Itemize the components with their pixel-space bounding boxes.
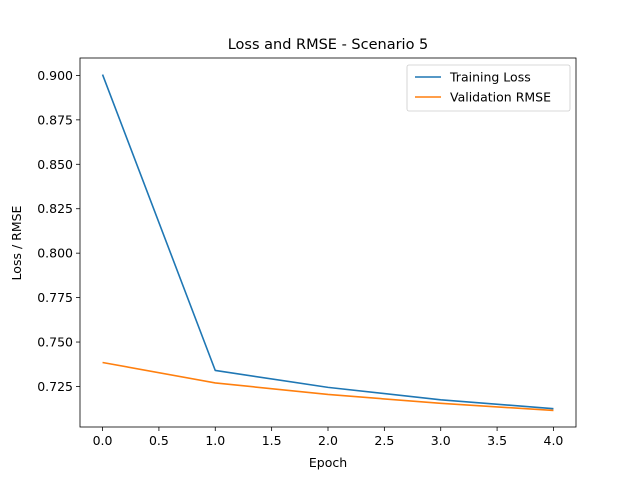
y-tick-label: 0.750: [37, 335, 73, 350]
y-tick-label: 0.900: [37, 68, 73, 83]
x-tick-label: 3.0: [431, 433, 451, 448]
legend-box: [406, 64, 571, 112]
x-tick-label: 0.5: [149, 433, 169, 448]
x-tick-label: 4.0: [544, 433, 564, 448]
legend-label: Validation RMSE: [450, 90, 551, 105]
y-tick-label: 0.825: [37, 201, 73, 216]
legend-label: Training Loss: [449, 70, 531, 85]
chart-title: Loss and RMSE - Scenario 5: [228, 37, 429, 53]
y-tick-label: 0.850: [37, 157, 73, 172]
x-tick-label: 1.5: [262, 433, 282, 448]
y-tick-label: 0.875: [37, 112, 73, 127]
plot-area: [101, 74, 554, 412]
y-tick-label: 0.775: [37, 290, 73, 305]
x-tick-label: 2.0: [318, 433, 338, 448]
x-tick-label: 3.5: [487, 433, 507, 448]
y-tick-label: 0.800: [37, 246, 73, 261]
y-axis-label: Loss / RMSE: [9, 205, 24, 280]
x-tick-label: 0.0: [93, 433, 113, 448]
x-tick-label: 1.0: [205, 433, 225, 448]
y-tick-label: 0.725: [37, 379, 73, 394]
legend: Training Loss Validation RMSE: [406, 64, 571, 112]
x-tick-label: 2.5: [374, 433, 394, 448]
x-axis-label: Epoch: [309, 455, 347, 470]
